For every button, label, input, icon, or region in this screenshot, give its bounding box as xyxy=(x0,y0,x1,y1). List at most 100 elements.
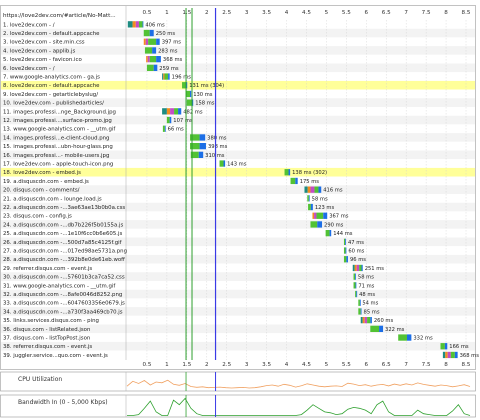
request-row[interactable] xyxy=(1,350,475,360)
bar-segment-download xyxy=(356,290,358,298)
bar-segment-download xyxy=(355,282,357,289)
request-row[interactable] xyxy=(1,141,475,151)
request-time-label: 283 ms xyxy=(158,48,178,54)
request-time-label: 66 ms xyxy=(168,127,184,133)
request-label: 11. images.professi...nge_Background.jpg xyxy=(3,109,116,115)
request-row[interactable] xyxy=(1,263,475,273)
bar-segment-download xyxy=(142,21,144,28)
request-label: 27. a.disquscdn.com -...017ed98ae5731a.p… xyxy=(3,249,127,255)
request-row[interactable] xyxy=(1,298,475,308)
request-time-label: 96 ms xyxy=(350,257,366,263)
request-label: 4. love2dev.com - applib.js xyxy=(3,48,75,54)
bar-segment-ttfb xyxy=(144,47,153,54)
request-label: 25. a.disquscdn.com -...1e10f6cc0b6e605.… xyxy=(3,231,122,237)
time-tick-label-bottom: 1.5 xyxy=(182,362,191,368)
request-time-label: 367 ms xyxy=(329,214,349,220)
bar-segment-download xyxy=(323,212,328,219)
request-row[interactable] xyxy=(1,272,475,281)
request-row[interactable] xyxy=(1,228,475,238)
request-row[interactable] xyxy=(1,124,475,134)
request-row[interactable] xyxy=(1,28,475,38)
bar-segment-download xyxy=(329,230,332,237)
request-time-label: 322 ms xyxy=(385,327,405,333)
request-label: 16. images.professi...- mobile-users.jpg xyxy=(3,153,109,159)
request-row[interactable] xyxy=(1,220,475,229)
bar-segment-download xyxy=(406,334,412,341)
request-time-label: 48 ms xyxy=(359,292,375,298)
bar-segment-connect xyxy=(146,56,148,63)
bar-segment-download xyxy=(164,125,166,132)
request-label: 33. a.disquscdn.com -...6047603356e0679.… xyxy=(3,301,125,307)
request-row[interactable] xyxy=(1,254,475,264)
request-row[interactable] xyxy=(1,54,475,64)
request-label: 28. a.disquscdn.com -...392b8e0de61eb.wo… xyxy=(3,257,125,263)
request-row[interactable] xyxy=(1,324,475,334)
bar-segment-ttfb xyxy=(367,317,371,324)
request-row[interactable] xyxy=(1,281,475,290)
waterfall-frame xyxy=(0,5,476,370)
request-time-label: 130 ms xyxy=(193,92,213,98)
request-time-label: 398 ms xyxy=(208,144,228,150)
bar-segment-dns xyxy=(360,317,363,324)
bar-segment-download xyxy=(308,195,310,202)
request-time-label: 251 ms xyxy=(365,266,385,272)
request-time-label: 85 ms xyxy=(364,309,380,315)
request-row[interactable] xyxy=(1,315,475,325)
request-label: 13. www.google-analytics.com - __utm.gif xyxy=(3,127,115,133)
bar-segment-download xyxy=(223,160,226,167)
request-label: 26. a.disquscdn.com -...500d7a85c4125f.g… xyxy=(3,240,122,246)
bar-segment-download xyxy=(345,247,347,254)
time-tick-label-bottom: 7 xyxy=(404,362,408,368)
request-time-label: 123 ms xyxy=(315,205,335,211)
bar-segment-download xyxy=(153,64,158,71)
request-row[interactable] xyxy=(1,107,475,116)
request-row[interactable] xyxy=(1,202,475,212)
request-time-label: 47 ms xyxy=(348,240,364,246)
request-row[interactable] xyxy=(1,246,475,255)
request-time-label: 406 ms xyxy=(145,22,165,28)
bar-segment-ttfb xyxy=(164,73,169,80)
request-time-label: 259 ms xyxy=(159,66,179,72)
request-label: 31. www.google-analytics.com - __utm.gif xyxy=(3,283,115,289)
bar-segment-ttfb xyxy=(353,282,356,289)
bar-segment-connect xyxy=(307,186,311,193)
request-row[interactable] xyxy=(1,307,475,316)
cpu-frame xyxy=(0,371,476,392)
request-row[interactable] xyxy=(1,98,475,107)
time-tick-label-bottom: 4.5 xyxy=(302,362,311,368)
request-row[interactable] xyxy=(1,176,475,186)
bar-segment-download xyxy=(361,264,363,272)
bar-segment-download xyxy=(190,90,192,98)
request-row-highlighted[interactable] xyxy=(1,167,475,177)
request-row[interactable] xyxy=(1,72,475,81)
request-row[interactable] xyxy=(1,237,475,247)
bar-segment-ttfb xyxy=(186,99,192,106)
request-row[interactable] xyxy=(1,63,475,73)
request-label: 22. a.disquscdn.com -...3ae63ae13b0b0a.c… xyxy=(3,205,125,211)
request-row-highlighted[interactable] xyxy=(1,80,475,90)
bar-segment-ssl xyxy=(145,38,149,45)
request-time-label: 107 ms xyxy=(173,118,193,124)
bar-segment-ttfb xyxy=(358,299,360,306)
request-row[interactable] xyxy=(1,333,475,342)
request-row[interactable] xyxy=(1,150,475,160)
request-row[interactable] xyxy=(1,341,475,351)
request-row[interactable] xyxy=(1,115,475,125)
request-row[interactable] xyxy=(1,20,475,29)
bar-segment-download xyxy=(186,82,188,89)
bar-segment-download xyxy=(359,299,361,306)
request-time-label: 380 ms xyxy=(207,135,227,141)
request-row[interactable] xyxy=(1,159,475,168)
bar-segment-connect xyxy=(445,351,448,359)
time-tick-label-bottom: 2.5 xyxy=(222,362,231,368)
request-row[interactable] xyxy=(1,185,475,194)
request-row[interactable] xyxy=(1,211,475,221)
time-tick-label-top: 8.5 xyxy=(462,10,471,16)
request-row[interactable] xyxy=(1,133,475,142)
request-row[interactable] xyxy=(1,289,475,299)
request-row[interactable] xyxy=(1,37,475,47)
request-time-label: 416 ms xyxy=(323,188,343,194)
request-row[interactable] xyxy=(1,46,475,55)
request-row[interactable] xyxy=(1,194,475,203)
request-row[interactable] xyxy=(1,89,475,99)
